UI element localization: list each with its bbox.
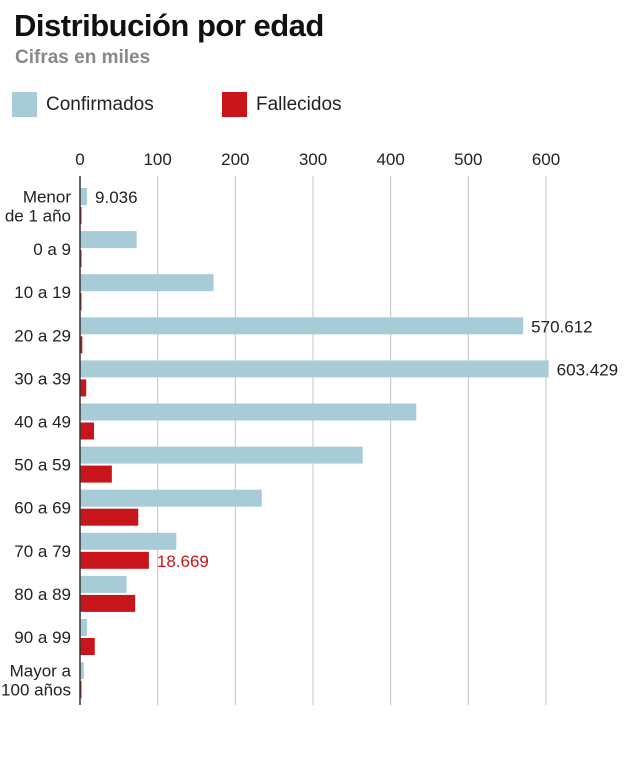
bar-confirmados-5 — [80, 403, 417, 421]
bar-fallecidos-5 — [80, 422, 94, 440]
category-label-3: 20 a 29 — [14, 326, 71, 345]
category-label-9: 80 a 89 — [14, 585, 71, 604]
category-label-4: 30 a 39 — [14, 369, 71, 388]
category-label-8: 70 a 79 — [14, 542, 71, 561]
bar-confirmados-8 — [80, 532, 177, 550]
bar-confirmados-7 — [80, 489, 262, 507]
category-label-line: 40 a 49 — [14, 413, 71, 432]
bar-fallecidos-7 — [80, 508, 139, 526]
bar-fallecidos-8 — [80, 551, 149, 569]
category-label-line: 70 a 79 — [14, 542, 71, 561]
legend-item-confirmados: Confirmados — [12, 92, 202, 117]
category-label-line: 90 a 99 — [14, 628, 71, 647]
category-label-line: de 1 año — [5, 207, 71, 226]
bar-confirmados-6 — [80, 446, 363, 464]
bar-fallecidos-4 — [80, 379, 87, 397]
bar-confirmados-3 — [80, 317, 524, 335]
bar-fallecidos-9 — [80, 594, 136, 612]
data-label-confirmados-3: 570.612 — [531, 317, 592, 336]
category-label-7: 60 a 69 — [14, 499, 71, 518]
bar-confirmados-0 — [80, 188, 88, 205]
category-label-line: 10 a 19 — [14, 283, 71, 302]
category-label-11: Mayor a 100 años — [1, 662, 71, 700]
x-tick-label-300: 300 — [299, 150, 327, 169]
category-label-line: 100 años — [1, 681, 71, 700]
category-label-line: 50 a 59 — [14, 456, 71, 475]
x-tick-label-200: 200 — [221, 150, 249, 169]
category-label-5: 40 a 49 — [14, 413, 71, 432]
data-label-fallecidos-8: 18.669 — [157, 552, 209, 571]
category-label-1: 0 a 9 — [33, 240, 71, 259]
category-label-line: 30 a 39 — [14, 369, 71, 388]
legend-label-fallecidos: Fallecidos — [256, 93, 342, 115]
category-label-line: Mayor a — [10, 662, 72, 681]
chart-title: Distribución por edad — [14, 8, 324, 43]
x-tick-label-600: 600 — [532, 150, 560, 169]
category-label-line: 80 a 89 — [14, 585, 71, 604]
x-tick-label-500: 500 — [454, 150, 482, 169]
chart-subtitle: Cifras en miles — [15, 47, 151, 68]
data-label-confirmados-4: 603.429 — [557, 360, 618, 379]
bar-fallecidos-6 — [80, 465, 112, 483]
category-label-0: Menor de 1 año — [5, 188, 72, 226]
bar-confirmados-11 — [80, 662, 84, 680]
legend-label-confirmados: Confirmados — [46, 93, 154, 115]
bar-confirmados-1 — [80, 231, 137, 249]
category-label-line: 20 a 29 — [14, 326, 71, 345]
x-tick-label-100: 100 — [143, 150, 171, 169]
data-label-confirmados-0: 9.036 — [95, 188, 138, 207]
legend-swatch-confirmados — [12, 92, 37, 117]
bar-fallecidos-3 — [80, 336, 83, 354]
bar-fallecidos-10 — [80, 638, 95, 655]
bar-confirmados-10 — [80, 619, 87, 636]
category-label-line: Menor — [23, 188, 72, 207]
category-label-line: 60 a 69 — [14, 499, 71, 518]
bar-confirmados-2 — [80, 274, 214, 292]
legend-item-fallecidos: Fallecidos — [222, 92, 342, 117]
category-label-6: 50 a 59 — [14, 456, 71, 475]
category-label-2: 10 a 19 — [14, 283, 71, 302]
category-label-10: 90 a 99 — [14, 628, 71, 647]
x-tick-label-400: 400 — [376, 150, 404, 169]
legend: Confirmados Fallecidos — [12, 92, 362, 117]
bar-confirmados-9 — [80, 575, 127, 593]
bar-confirmados-4 — [80, 360, 549, 378]
category-label-line: 0 a 9 — [33, 240, 71, 259]
legend-swatch-fallecidos — [222, 92, 247, 117]
x-tick-label-0: 0 — [75, 150, 84, 169]
